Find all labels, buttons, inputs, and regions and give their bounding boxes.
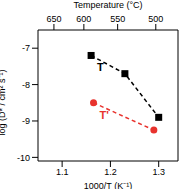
svg-text:log (D* / cm² s⁻¹): log (D* / cm² s⁻¹) xyxy=(0,69,7,135)
svg-text:1.1: 1.1 xyxy=(56,167,69,177)
svg-text:650: 650 xyxy=(46,14,61,24)
svg-text:-9: -9 xyxy=(22,116,30,126)
svg-text:-7: -7 xyxy=(22,43,30,53)
svg-text:T: T xyxy=(97,61,104,73)
svg-text:T': T' xyxy=(100,109,110,121)
svg-text:550: 550 xyxy=(110,14,125,24)
svg-text:1.2: 1.2 xyxy=(104,167,117,177)
svg-text:1000/T (K⁻¹): 1000/T (K⁻¹) xyxy=(84,181,132,189)
svg-text:500: 500 xyxy=(148,14,163,24)
svg-text:600: 600 xyxy=(76,14,91,24)
svg-text:-10: -10 xyxy=(17,153,30,163)
svg-text:-8: -8 xyxy=(22,80,30,90)
svg-text:1.3: 1.3 xyxy=(152,167,165,177)
svg-text:Temperature (°C): Temperature (°C) xyxy=(73,0,142,10)
